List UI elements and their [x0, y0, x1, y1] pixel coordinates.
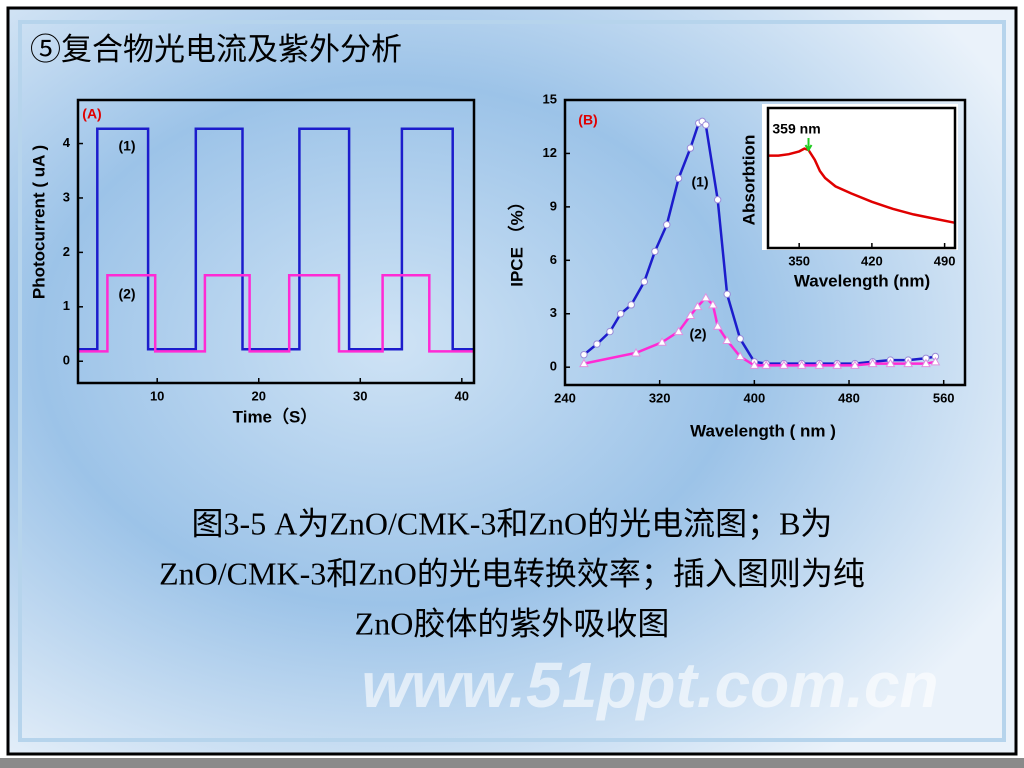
- marker: [723, 290, 731, 298]
- plot-frame: [766, 106, 957, 250]
- marker: [735, 351, 746, 360]
- y-tick-label: 15: [543, 91, 557, 106]
- y-tick-label: 9: [550, 198, 557, 213]
- x-tick-label: 10: [150, 388, 164, 403]
- marker: [580, 351, 588, 359]
- x-tick-label: 320: [649, 390, 671, 405]
- caption-line: ZnO/CMK-3和ZnO的光电转换效率；插入图则为纯: [159, 555, 865, 591]
- series-line: [78, 273, 474, 353]
- slide-title: ⑤复合物光电流及紫外分析: [30, 32, 402, 67]
- marker: [708, 299, 718, 309]
- x-tick-label: 480: [838, 390, 860, 405]
- marker: [657, 337, 667, 346]
- bottom-bar: [0, 758, 1024, 768]
- x-axis-label: Time（S）: [233, 406, 318, 426]
- marker: [779, 360, 789, 369]
- marker: [606, 327, 614, 336]
- x-axis-label: Wavelength ( nm ): [690, 421, 836, 440]
- x-tick-label: 40: [455, 388, 469, 403]
- x-tick-label: 560: [933, 390, 955, 405]
- y-tick-label: 0: [63, 353, 70, 368]
- y-tick-label: 1: [63, 298, 70, 313]
- annotation: (2): [689, 326, 706, 342]
- caption: 图3-5 A为ZnO/CMK-3和ZnO的光电流图；B为 ZnO/CMK-3和Zn…: [159, 505, 865, 641]
- x-axis-label: Wavelength (nm): [794, 271, 930, 290]
- marker: [903, 358, 914, 368]
- marker: [761, 360, 772, 369]
- x-tick-label: 240: [554, 390, 576, 405]
- marker: [850, 360, 860, 369]
- x-tick-label: 350: [788, 253, 810, 268]
- marker: [712, 321, 723, 330]
- marker: [640, 277, 648, 286]
- y-axis-label: Photocurrent ( uA ): [29, 145, 48, 299]
- annotation: (2): [118, 286, 135, 302]
- y-tick-label: 4: [63, 135, 71, 150]
- marker: [921, 358, 931, 368]
- y-axis-label: Absorbtion: [739, 135, 758, 226]
- marker: [832, 360, 843, 369]
- marker: [867, 358, 878, 368]
- x-tick-label: 490: [934, 253, 956, 268]
- marker: [930, 356, 941, 366]
- marker: [593, 340, 601, 348]
- watermark: www.51ppt.com.cn: [361, 649, 938, 721]
- annotation: (B): [578, 112, 597, 128]
- y-tick-label: 3: [63, 189, 70, 204]
- peak-label: 359 nm: [772, 121, 820, 137]
- caption-line: 图3-5 A为ZnO/CMK-3和ZnO的光电流图；B为: [192, 505, 833, 541]
- y-tick-label: 6: [550, 252, 557, 267]
- marker: [885, 358, 896, 368]
- marker: [627, 301, 635, 309]
- annotation: (A): [82, 106, 101, 122]
- marker: [685, 310, 696, 320]
- marker: [722, 335, 732, 344]
- x-tick-label: 30: [353, 388, 367, 403]
- marker: [692, 301, 703, 311]
- y-tick-label: 2: [63, 244, 70, 259]
- marker: [796, 360, 807, 369]
- marker: [749, 360, 760, 369]
- marker: [814, 360, 825, 369]
- annotation: (1): [691, 174, 708, 190]
- marker: [631, 347, 641, 357]
- annotation: (1): [118, 138, 135, 154]
- series-line: [78, 127, 474, 351]
- marker: [713, 196, 722, 204]
- marker: [700, 292, 711, 302]
- peak-arrow: [804, 138, 813, 152]
- marker: [702, 121, 710, 129]
- marker: [651, 247, 659, 256]
- marker: [616, 310, 625, 318]
- y-tick-label: 3: [550, 305, 557, 320]
- plot-frame: [563, 98, 967, 387]
- y-tick-label: 0: [550, 359, 557, 374]
- marker: [686, 144, 695, 152]
- series-line: [583, 119, 936, 365]
- inset-background: [762, 104, 958, 250]
- marker: [736, 334, 744, 343]
- marker: [579, 358, 589, 368]
- plot-frame: [76, 98, 476, 385]
- x-tick-label: 400: [743, 390, 765, 405]
- inner-frame: [18, 20, 1006, 742]
- y-tick-label: 12: [543, 145, 557, 160]
- series-line: [768, 147, 956, 225]
- marker: [674, 174, 683, 183]
- x-tick-label: 420: [861, 253, 883, 268]
- y-axis-label: IPCE （%）: [506, 193, 526, 287]
- marker: [663, 220, 671, 229]
- marker: [673, 326, 684, 336]
- caption-line: ZnO胶体的紫外吸收图: [355, 605, 670, 641]
- x-tick-label: 20: [252, 388, 266, 403]
